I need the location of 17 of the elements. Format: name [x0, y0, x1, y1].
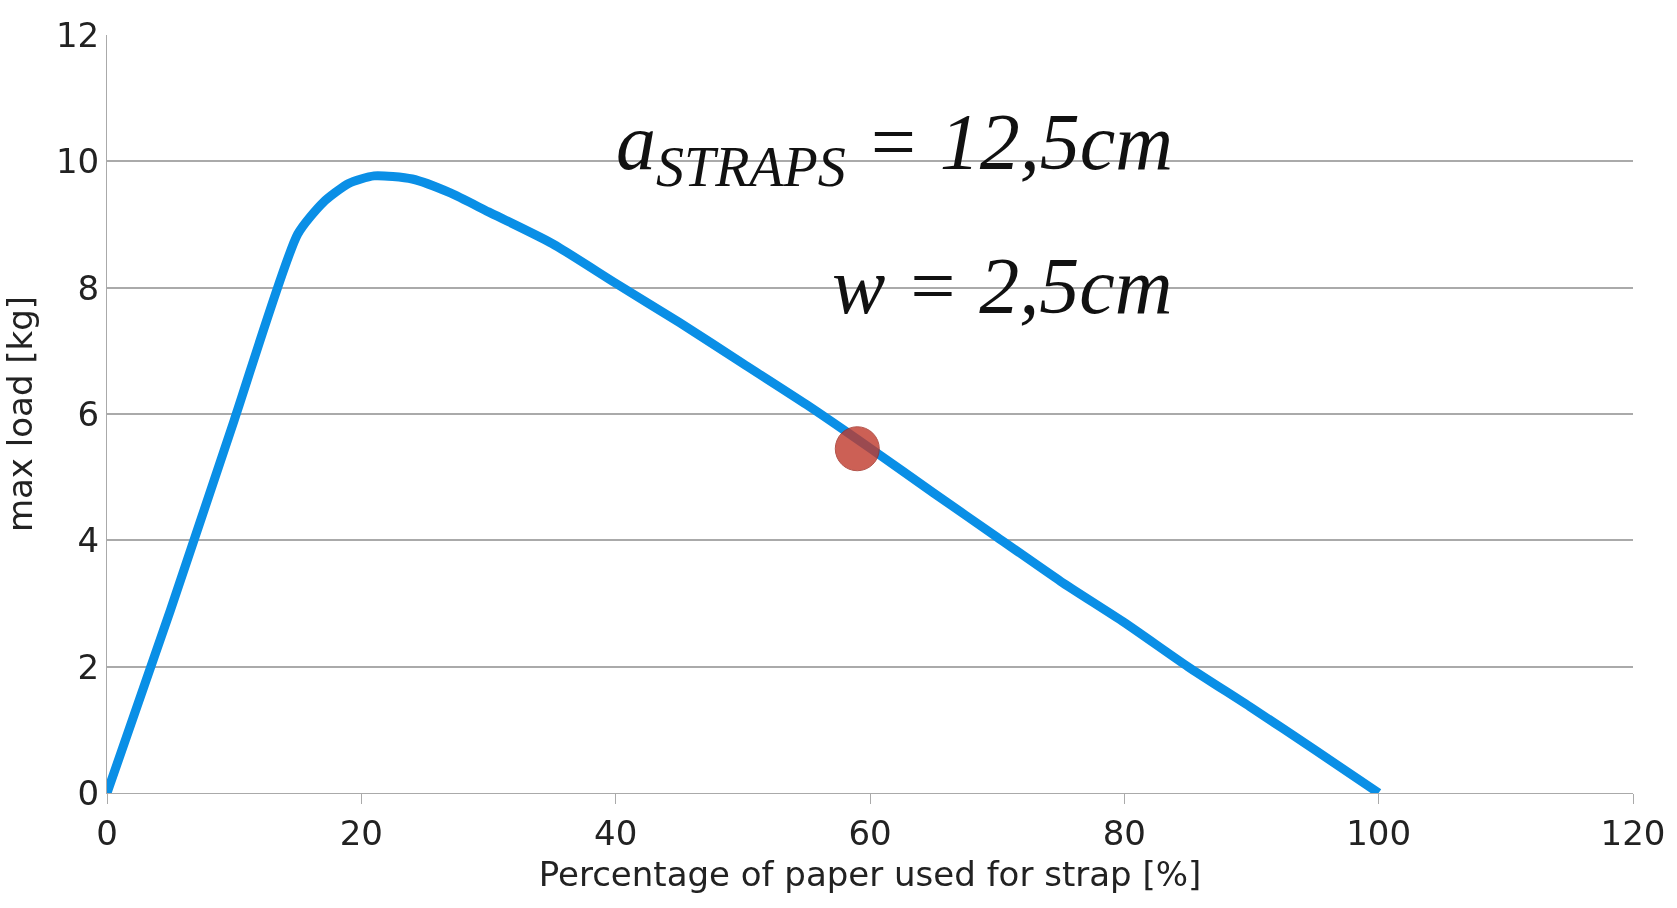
y-tick-label: 4 — [77, 520, 100, 561]
y-tick-label: 6 — [77, 393, 100, 434]
y-tick-label: 12 — [55, 14, 100, 55]
y-tick-label: 2 — [77, 646, 100, 687]
y-tick-label: 8 — [77, 267, 100, 308]
x-tick-label: 120 — [1600, 812, 1666, 853]
y-tick-label: 0 — [77, 772, 100, 813]
x-tick-label: 20 — [339, 812, 383, 853]
x-tick-label: 60 — [848, 812, 892, 853]
x-axis-title: Percentage of paper used for strap [%] — [538, 854, 1202, 895]
y-tick-label: 10 — [55, 141, 100, 182]
x-tick-label: 100 — [1346, 812, 1412, 853]
annotation: w = 2,5cm — [832, 242, 1173, 330]
annotation: a$_{STRAPS}$ = 12,5cm — [616, 98, 1174, 198]
x-tick-label: 40 — [594, 812, 638, 853]
x-tick-label: 80 — [1102, 812, 1146, 853]
y-axis-title: max load [kg] — [0, 295, 40, 533]
